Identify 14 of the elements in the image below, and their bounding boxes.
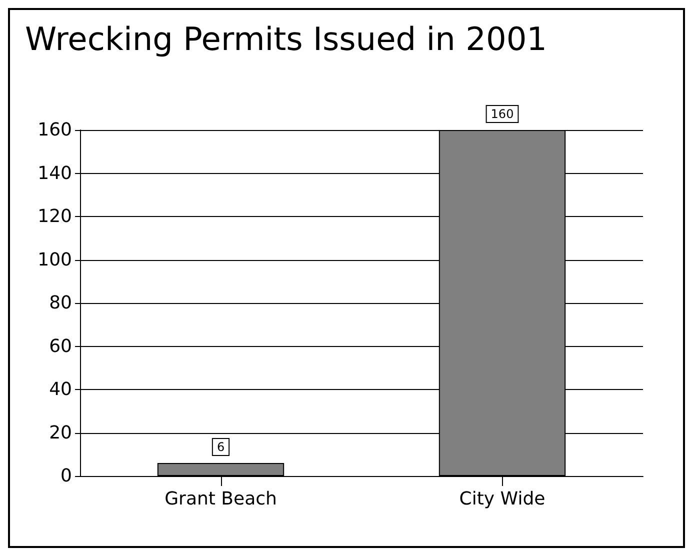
y-tick-label: 120	[38, 206, 72, 227]
y-tick-label: 20	[49, 422, 72, 444]
chart-title: Wrecking Permits Issued in 2001	[25, 20, 548, 58]
y-tick-label: 80	[49, 292, 72, 314]
x-tick-label: City Wide	[459, 488, 546, 510]
y-tick-label: 140	[38, 162, 72, 184]
x-tick-label: Grant Beach	[164, 488, 277, 510]
y-tick-label: 40	[49, 379, 72, 400]
y-tick-label: 160	[38, 120, 72, 140]
y-tick-label: 100	[38, 249, 72, 270]
data-label: 160	[490, 107, 514, 121]
y-tick-label: 0	[60, 466, 72, 486]
data-label: 6	[216, 440, 225, 454]
y-tick-label: 60	[49, 336, 72, 357]
